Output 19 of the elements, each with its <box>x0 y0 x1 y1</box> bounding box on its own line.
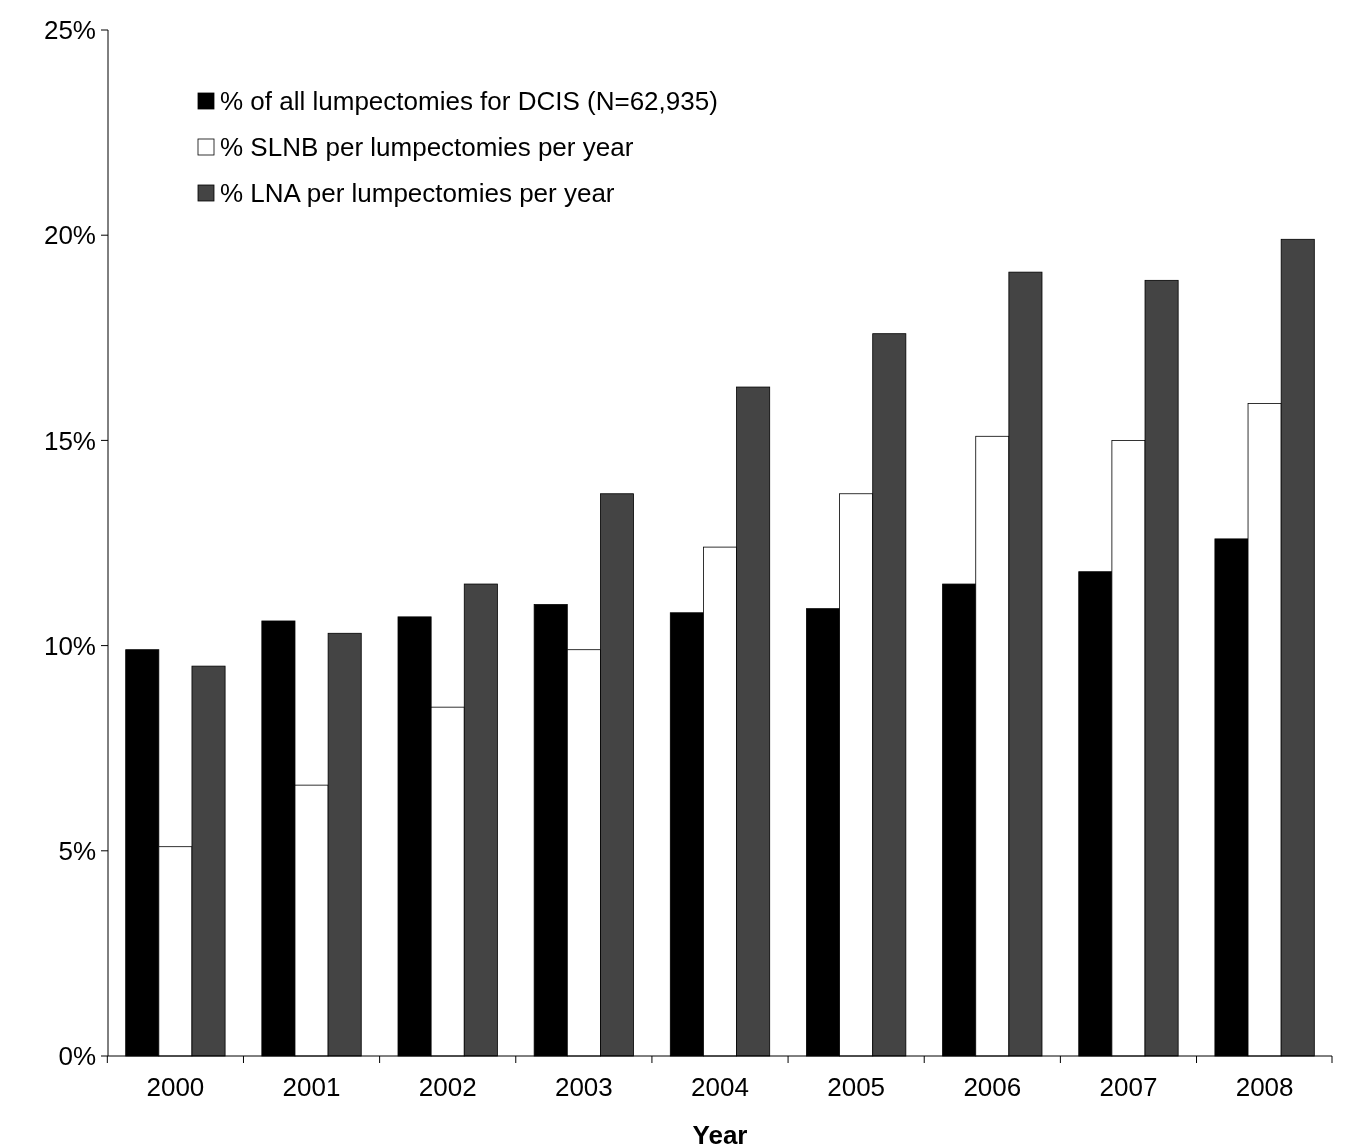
legend-label: % of all lumpectomies for DCIS (N=62,935) <box>220 86 718 117</box>
legend-label: % SLNB per lumpectomies per year <box>220 132 634 163</box>
x-tick-label: 2002 <box>418 1072 477 1102</box>
legend-label: % LNA per lumpectomies per year <box>220 178 615 209</box>
y-tick-label: 25% <box>43 15 96 46</box>
y-tick-label: 10% <box>43 630 96 661</box>
x-tick-label: 2001 <box>282 1072 341 1102</box>
y-tick-label: 15% <box>43 425 96 456</box>
x-tick-label: 2008 <box>1235 1072 1294 1102</box>
y-tick-label: 5% <box>58 835 96 866</box>
x-axis-title: Year <box>692 1120 748 1148</box>
y-tick-label: 0% <box>58 1041 96 1072</box>
x-tick-label: 2005 <box>827 1072 886 1102</box>
x-tick-label: 2003 <box>554 1072 613 1102</box>
y-tick-label: 20% <box>43 220 96 251</box>
x-tick-label: 2006 <box>963 1072 1022 1102</box>
x-tick-label: 2000 <box>146 1072 205 1102</box>
x-tick-label: 2007 <box>1099 1072 1158 1102</box>
x-tick-label: 2004 <box>691 1072 749 1102</box>
